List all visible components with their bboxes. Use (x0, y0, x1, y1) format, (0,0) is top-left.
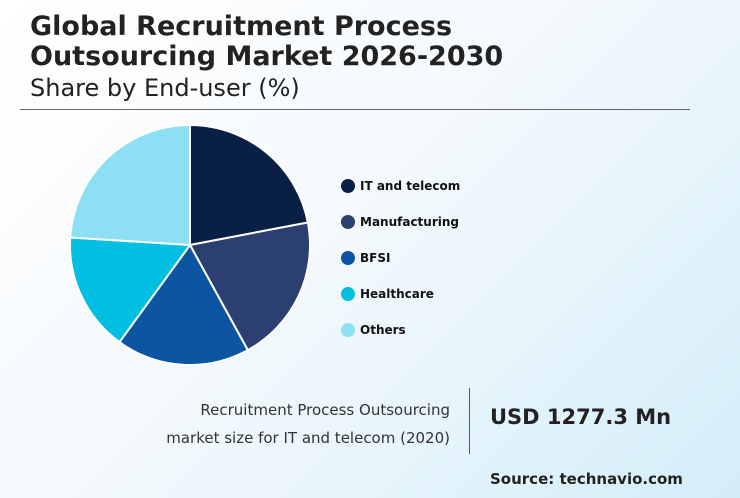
legend-swatch (341, 251, 355, 265)
chart-subtitle: Share by End-user (%) (30, 74, 300, 102)
pie-slice-bfsi (118, 243, 250, 366)
legend-label: IT and telecom (360, 179, 461, 193)
legend-swatch (341, 179, 355, 193)
stat-label-line-2: market size for IT and telecom (2020) (166, 429, 450, 447)
legend-item-others: Others (341, 312, 460, 348)
chart-legend: IT and telecom Manufacturing BFSI Healthcar… (341, 168, 460, 348)
legend-item-it-and-telecom: IT and telecom (341, 168, 460, 204)
legend-item-bfsi: BFSI (341, 240, 460, 276)
legend-swatch (341, 287, 355, 301)
pie-slice-others (69, 123, 191, 247)
legend-item-manufacturing: Manufacturing (341, 204, 460, 240)
stat-divider (469, 388, 470, 454)
stat-value: USD 1277.3 Mn (490, 405, 672, 429)
title-line-1: Global Recruitment Process (30, 11, 453, 42)
source-credit: Source: technavio.com (490, 470, 683, 488)
stat-label-line-1: Recruitment Process Outsourcing (200, 401, 450, 419)
legend-swatch (341, 323, 355, 337)
chart-title: Global Recruitment Process Outsourcing M… (30, 12, 503, 72)
legend-item-healthcare: Healthcare (341, 276, 460, 312)
legend-label: BFSI (360, 251, 391, 265)
title-divider (20, 109, 690, 110)
pie-slice-manufacturing (188, 221, 311, 352)
pie-chart (69, 123, 311, 366)
legend-swatch (341, 215, 355, 229)
legend-label: Others (360, 323, 406, 337)
legend-label: Manufacturing (360, 215, 459, 229)
title-line-2: Outsourcing Market 2026-2030 (30, 41, 504, 72)
pie-slice-healthcare (69, 236, 192, 344)
stat-label: Recruitment Process Outsourcing market s… (120, 396, 450, 452)
legend-label: Healthcare (360, 287, 434, 301)
pie-slice-it-and-telecom (189, 123, 310, 247)
